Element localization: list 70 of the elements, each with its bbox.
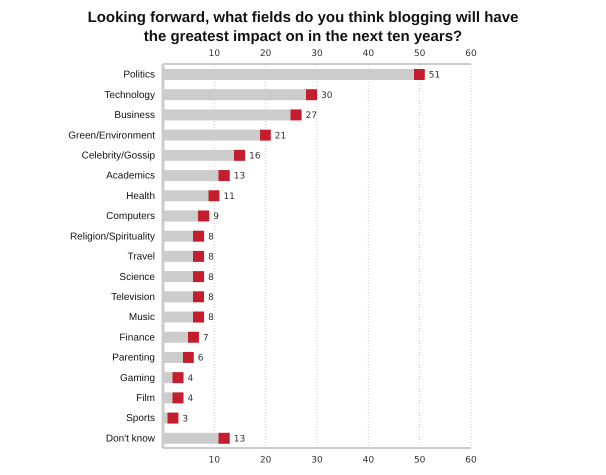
data-label: 30 — [321, 90, 333, 101]
bar — [163, 89, 317, 100]
bar — [163, 230, 204, 242]
y-tick-label: Television — [111, 292, 155, 303]
bar — [163, 392, 184, 404]
data-label: 6 — [198, 354, 204, 364]
bar — [163, 109, 302, 120]
bar — [163, 312, 204, 323]
data-label: 8 — [208, 232, 214, 242]
bar — [163, 432, 230, 444]
y-tick-label: Technology — [104, 90, 155, 101]
x-tick-label: 50 — [414, 49, 426, 59]
x2-tick-label: 20 — [260, 455, 272, 466]
x-tick-label: 30 — [311, 49, 323, 59]
bar — [163, 130, 271, 141]
bar — [163, 250, 204, 262]
y-tick-label: Business — [114, 110, 155, 122]
bar — [163, 69, 425, 80]
data-label: 3 — [182, 414, 188, 424]
y-tick-label: Travel — [128, 252, 155, 263]
data-label: 4 — [188, 394, 194, 404]
bar — [163, 352, 194, 363]
data-label: 13 — [234, 434, 246, 444]
y-tick-label: Science — [119, 272, 156, 283]
data-label: 8 — [208, 272, 214, 283]
bar — [163, 412, 178, 424]
y-tick-label: Gaming — [120, 372, 155, 384]
data-label: 9 — [213, 212, 220, 222]
bar — [163, 210, 210, 222]
y-tick-label: Celebrity/Gossip — [82, 150, 156, 162]
x-tick-label: 10 — [208, 49, 220, 59]
data-label: 8 — [208, 252, 214, 263]
bar — [163, 150, 246, 161]
y-tick-label: Academics — [106, 170, 155, 182]
y-tick-label: Film — [136, 393, 155, 404]
y-tick-label: Politics — [123, 70, 155, 81]
y-tick-label: Finance — [119, 332, 156, 344]
y-tick-label: Health — [126, 190, 155, 202]
y-tick-label: Music — [128, 312, 155, 324]
bar — [163, 372, 184, 384]
x2-tick-label: 10 — [208, 455, 220, 466]
x-tick-label: 40 — [362, 49, 374, 59]
data-label: 21 — [274, 131, 286, 142]
y-tick-label: Parenting — [112, 352, 155, 364]
y-tick-label: Green/Environment — [68, 130, 156, 142]
x2-tick-label: 40 — [362, 455, 374, 466]
data-label: 4 — [188, 374, 194, 384]
y-tick-label: Computers — [106, 211, 155, 222]
chart-title: Looking forward, what fields do you think blogging will have the greatest impact on in the next ten years? — [86, 8, 520, 46]
x-tick-label: 20 — [260, 49, 272, 59]
data-label: 16 — [249, 152, 261, 162]
data-label: 27 — [306, 111, 318, 122]
data-label: 8 — [208, 293, 214, 304]
data-label: 11 — [223, 192, 235, 202]
data-label: 8 — [208, 313, 214, 324]
bar — [163, 190, 220, 202]
data-label: 51 — [428, 70, 440, 81]
x-tick-label: 60 — [465, 49, 477, 59]
bar — [163, 291, 204, 302]
x2-tick-label: 30 — [311, 455, 323, 466]
data-label: 7 — [202, 333, 209, 344]
bar — [163, 271, 204, 282]
bar — [163, 170, 230, 182]
x2-tick-label: 50 — [414, 455, 426, 466]
y-tick-label: Sports — [126, 413, 155, 424]
y-tick-label: Religion/Spirituality — [70, 231, 155, 242]
data-label: 13 — [234, 172, 246, 182]
y-tick-label: Don't know — [106, 433, 156, 444]
x2-tick-label: 60 — [465, 455, 477, 466]
bar — [163, 332, 199, 343]
